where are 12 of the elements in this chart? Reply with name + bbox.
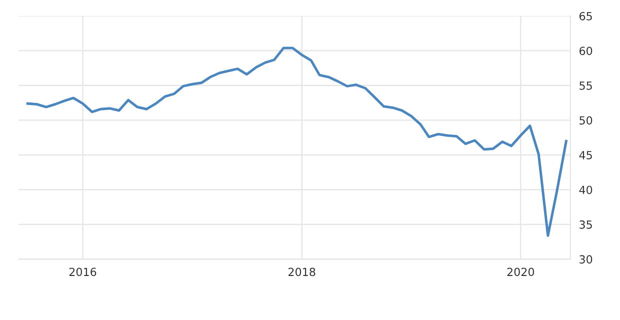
- y-tick-label: 35: [580, 220, 592, 229]
- y-tick-label: 30: [580, 255, 592, 264]
- y-tick-label: 50: [580, 116, 592, 125]
- y-tick-label: 65: [580, 12, 592, 20]
- y-tick-label: 60: [580, 46, 592, 56]
- y-tick-label: 40: [579, 186, 592, 194]
- y-tick-label: 55: [580, 82, 592, 90]
- x-tick-label: 2020: [507, 268, 534, 276]
- y-tick-label: 45: [579, 151, 592, 160]
- line-series: [26, 46, 568, 237]
- x-tick-label: 2016: [69, 268, 96, 276]
- x-tick-label: 2018: [288, 268, 316, 276]
